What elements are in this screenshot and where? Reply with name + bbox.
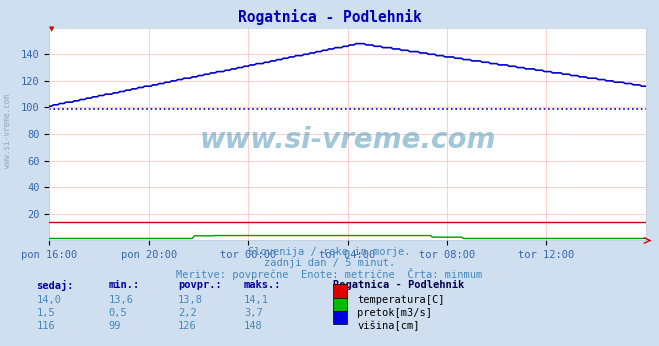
Text: Meritve: povprečne  Enote: metrične  Črta: minmum: Meritve: povprečne Enote: metrične Črta:… xyxy=(177,268,482,280)
Text: Rogatnica - Podlehnik: Rogatnica - Podlehnik xyxy=(238,9,421,25)
Text: www.si-vreme.com: www.si-vreme.com xyxy=(200,126,496,154)
Text: 99: 99 xyxy=(109,321,121,331)
Text: pretok[m3/s]: pretok[m3/s] xyxy=(357,308,432,318)
Text: 3,7: 3,7 xyxy=(244,308,262,318)
Text: 116: 116 xyxy=(36,321,55,331)
Text: 148: 148 xyxy=(244,321,262,331)
Text: temperatura[C]: temperatura[C] xyxy=(357,295,445,305)
Text: 14,0: 14,0 xyxy=(36,295,61,305)
Text: www.si-vreme.com: www.si-vreme.com xyxy=(3,94,13,169)
Text: 2,2: 2,2 xyxy=(178,308,196,318)
Text: 126: 126 xyxy=(178,321,196,331)
Text: zadnji dan / 5 minut.: zadnji dan / 5 minut. xyxy=(264,258,395,268)
Text: min.:: min.: xyxy=(109,280,140,290)
Text: sedaj:: sedaj: xyxy=(36,280,74,291)
Text: 1,5: 1,5 xyxy=(36,308,55,318)
Text: povpr.:: povpr.: xyxy=(178,280,221,290)
Text: višina[cm]: višina[cm] xyxy=(357,321,420,331)
Text: 14,1: 14,1 xyxy=(244,295,269,305)
Text: 13,8: 13,8 xyxy=(178,295,203,305)
Text: ▼: ▼ xyxy=(49,26,55,32)
Text: 0,5: 0,5 xyxy=(109,308,127,318)
Text: Slovenija / reke in morje.: Slovenija / reke in morje. xyxy=(248,247,411,257)
Text: 13,6: 13,6 xyxy=(109,295,134,305)
Text: maks.:: maks.: xyxy=(244,280,281,290)
Text: Rogatnica - Podlehnik: Rogatnica - Podlehnik xyxy=(333,280,464,290)
